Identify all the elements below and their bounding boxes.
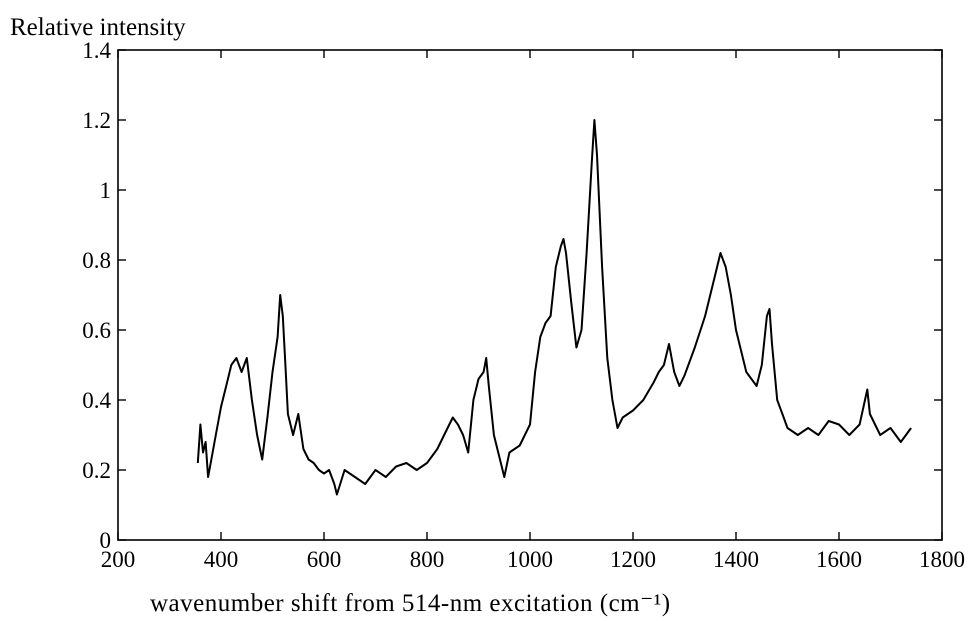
spectrum-line xyxy=(196,119,912,496)
y-tick-label: 0.8 xyxy=(82,248,111,273)
y-tick-label: 0.4 xyxy=(82,388,111,413)
y-tick-label: 0.2 xyxy=(82,458,111,483)
x-tick-label: 600 xyxy=(307,547,342,572)
x-tick-label: 200 xyxy=(101,547,136,572)
y-tick-label: 0 xyxy=(100,528,112,553)
x-tick-label: 800 xyxy=(410,547,445,572)
y-axis-label: Relative intensity xyxy=(10,14,186,41)
axis-ticks xyxy=(117,49,943,541)
y-tick-label: 0.6 xyxy=(82,318,111,343)
axis-tick-labels: 200 400 600 800 1000 1200 1400 1600 1800 0 0.2 0.4 0… xyxy=(82,38,965,572)
x-tick-label: 1600 xyxy=(816,547,862,572)
x-axis-label: wavenumber shift from 514-nm excitation … xyxy=(150,590,671,617)
x-tick-label: 1000 xyxy=(507,547,553,572)
x-tick-label: 400 xyxy=(204,547,239,572)
x-tick-label: 1200 xyxy=(610,547,656,572)
y-tick-label: 1.4 xyxy=(82,38,111,63)
y-tick-label: 1 xyxy=(100,178,112,203)
x-tick-label: 1400 xyxy=(713,547,759,572)
y-tick-label: 1.2 xyxy=(82,108,111,133)
x-tick-label: 1800 xyxy=(919,547,965,572)
plot-frame xyxy=(117,49,943,541)
